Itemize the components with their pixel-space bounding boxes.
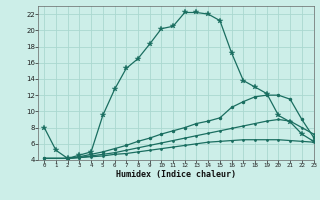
- X-axis label: Humidex (Indice chaleur): Humidex (Indice chaleur): [116, 170, 236, 179]
